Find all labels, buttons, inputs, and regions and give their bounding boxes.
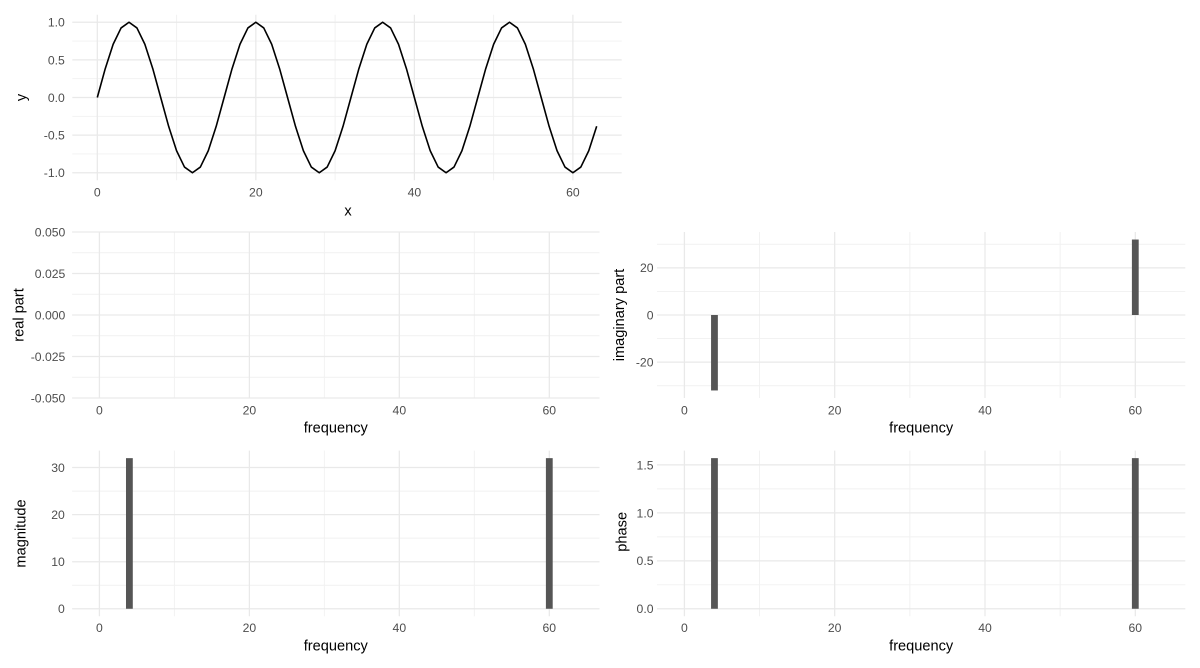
svg-text:1.0: 1.0 xyxy=(48,16,65,30)
svg-text:40: 40 xyxy=(393,621,407,635)
svg-text:60: 60 xyxy=(543,404,557,418)
svg-text:60: 60 xyxy=(543,621,557,635)
svg-text:x: x xyxy=(344,203,352,219)
svg-text:1.0: 1.0 xyxy=(637,506,654,520)
svg-text:0.0: 0.0 xyxy=(48,91,65,105)
svg-text:40: 40 xyxy=(978,404,992,418)
svg-text:0.0: 0.0 xyxy=(637,602,654,616)
svg-text:10: 10 xyxy=(51,555,65,569)
svg-text:0: 0 xyxy=(58,602,65,616)
svg-text:-20: -20 xyxy=(636,356,654,370)
svg-text:20: 20 xyxy=(51,508,65,522)
svg-text:20: 20 xyxy=(640,261,654,275)
svg-text:0.5: 0.5 xyxy=(48,53,65,67)
svg-text:40: 40 xyxy=(393,404,407,418)
svg-text:y: y xyxy=(14,93,30,101)
svg-text:20: 20 xyxy=(828,621,842,635)
svg-text:20: 20 xyxy=(243,621,257,635)
svg-text:phase: phase xyxy=(615,512,631,552)
svg-text:0.050: 0.050 xyxy=(35,225,66,239)
svg-text:frequency: frequency xyxy=(889,639,954,655)
svg-text:1.5: 1.5 xyxy=(637,458,654,472)
svg-text:imaginary part: imaginary part xyxy=(612,269,628,361)
svg-text:20: 20 xyxy=(243,404,257,418)
svg-text:60: 60 xyxy=(1129,621,1143,635)
svg-text:40: 40 xyxy=(408,186,422,200)
svg-text:0.5: 0.5 xyxy=(637,554,654,568)
svg-text:60: 60 xyxy=(566,186,580,200)
svg-text:0: 0 xyxy=(647,308,654,322)
svg-text:frequency: frequency xyxy=(889,420,954,436)
svg-text:frequency: frequency xyxy=(304,420,369,436)
svg-text:20: 20 xyxy=(828,404,842,418)
svg-text:-1.0: -1.0 xyxy=(44,166,65,180)
svg-text:0: 0 xyxy=(681,404,688,418)
svg-text:magnitude: magnitude xyxy=(13,499,29,567)
svg-text:30: 30 xyxy=(51,461,65,475)
svg-text:0: 0 xyxy=(94,186,101,200)
svg-text:40: 40 xyxy=(978,621,992,635)
svg-text:frequency: frequency xyxy=(304,639,369,655)
svg-text:60: 60 xyxy=(1129,404,1143,418)
svg-text:0.000: 0.000 xyxy=(35,308,66,322)
svg-text:-0.025: -0.025 xyxy=(31,350,66,364)
svg-text:-0.5: -0.5 xyxy=(44,129,65,143)
svg-text:0.025: 0.025 xyxy=(35,267,66,281)
svg-text:0: 0 xyxy=(96,404,103,418)
svg-text:-0.050: -0.050 xyxy=(31,391,66,405)
svg-text:0: 0 xyxy=(681,621,688,635)
svg-text:20: 20 xyxy=(249,186,263,200)
svg-text:0: 0 xyxy=(96,621,103,635)
svg-text:real part: real part xyxy=(12,288,28,342)
